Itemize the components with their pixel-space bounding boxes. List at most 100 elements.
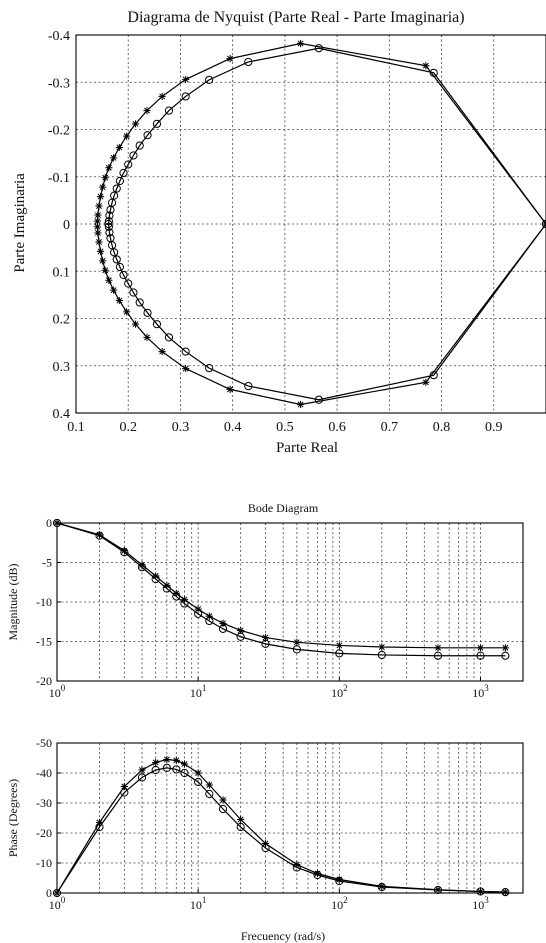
nyquist-line-star <box>96 42 546 406</box>
nyquist-point-star-27 <box>123 308 131 316</box>
magnitude-point-star-15 <box>378 643 386 651</box>
nyquist-point-star-3 <box>226 55 234 63</box>
nyquist-point-star-5 <box>158 92 166 101</box>
magnitude-point-star-16 <box>434 644 442 652</box>
nyquist-xlabel: Parte Real <box>276 440 338 456</box>
magnitude-point-circle-18 <box>501 651 510 660</box>
nyquist-point-star-1 <box>422 62 430 70</box>
magnitude-point-star-17 <box>476 644 485 652</box>
nyquist-xtick-label: 0.8 <box>433 420 451 435</box>
magnitude-point-circle-16 <box>433 651 443 660</box>
phase-ylabel: Phase (Degrees) <box>6 779 20 857</box>
nyquist-point-star-11 <box>105 164 113 172</box>
nyquist-title: Diagrama de Nyquist (Parte Real - Parte … <box>127 9 464 26</box>
phase-point-star-6 <box>172 756 180 764</box>
nyquist-point-star-15 <box>95 202 103 210</box>
nyquist-point-star-30 <box>158 347 166 356</box>
magnitude-point-star-8 <box>194 605 202 613</box>
magnitude-point-star-18 <box>501 644 509 652</box>
nyquist-ticks: 0.1 0.2 0.3 0.4 0.5 0.6 0.7 0.8 0.9 -0.4 -0.3 -0.2 -… <box>48 29 503 435</box>
nyquist-xtick-label: 0.2 <box>119 420 137 435</box>
magnitude-series-circle <box>52 518 510 660</box>
phase-point-star-13 <box>293 860 301 869</box>
nyquist-ytick-label: -0.1 <box>48 171 70 186</box>
nyquist-point-circle-12 <box>119 168 128 178</box>
bode-phase-chart: 100 101 102 103 -50 -40 -30 -20 -10 0 Frecuency (… <box>6 736 524 943</box>
nyquist-point-circle-10 <box>129 151 138 160</box>
phase-ytick-label: 0 <box>46 886 52 900</box>
nyquist-xtick-label: 0.5 <box>276 420 294 435</box>
phase-point-star-10 <box>219 796 227 804</box>
nyquist-point-star-14 <box>96 192 105 201</box>
bode-magnitude-chart: Bode Diagram 100 101 102 103 0 -5 -10 -15 -20 Ma… <box>6 501 524 700</box>
magnitude-point-star-3 <box>138 561 146 569</box>
phase-xtick-label: 100 <box>49 895 66 912</box>
phase-point-star-1 <box>95 818 104 827</box>
magnitude-point-star-12 <box>261 633 270 642</box>
nyquist-point-star-9 <box>115 143 123 152</box>
magnitude-point-circle-15 <box>377 650 386 660</box>
nyquist-ytick-label: -0.4 <box>48 29 70 44</box>
nyquist-point-star-20 <box>95 238 103 246</box>
magnitude-ytick-label: -5 <box>42 556 52 570</box>
nyquist-point-circle-14 <box>112 184 121 193</box>
phase-ytick-label: -50 <box>36 736 52 750</box>
nyquist-point-circle-36 <box>205 364 214 373</box>
phase-point-star-18 <box>476 887 485 896</box>
magnitude-point-star-13 <box>293 638 301 646</box>
phase-point-circle-11 <box>236 822 245 832</box>
nyquist-xtick-label: 0.9 <box>485 420 503 435</box>
magnitude-grid <box>57 523 523 681</box>
nyquist-point-circle-17 <box>106 205 115 214</box>
magnitude-point-circle-17 <box>476 651 485 660</box>
nyquist-point-circle-21 <box>104 222 114 231</box>
nyquist-xtick-label: 0.7 <box>381 420 399 435</box>
phase-point-circle-4 <box>151 765 160 775</box>
magnitude-point-star-1 <box>95 531 104 539</box>
phase-point-star-12 <box>261 839 270 848</box>
nyquist-point-star-29 <box>143 333 151 341</box>
nyquist-xtick-label: 0.1 <box>67 420 85 435</box>
nyquist-point-circle-2 <box>314 44 323 53</box>
phase-line-circle <box>56 767 506 894</box>
nyquist-point-circle-5 <box>181 92 190 101</box>
nyquist-point-star-6 <box>143 107 151 115</box>
magnitude-point-star-6 <box>172 589 180 597</box>
phase-point-star-9 <box>205 781 213 789</box>
magnitude-series-star <box>53 519 509 652</box>
nyquist-grid <box>76 35 546 413</box>
nyquist-point-circle-28 <box>119 270 128 280</box>
nyquist-point-star-19 <box>94 229 102 237</box>
phase-point-star-15 <box>335 875 343 884</box>
nyquist-point-circle-26 <box>112 255 121 264</box>
phase-point-star-3 <box>138 766 146 774</box>
nyquist-point-star-7 <box>131 120 140 128</box>
nyquist-point-circle-8 <box>143 131 152 140</box>
magnitude-series-group <box>52 518 510 660</box>
nyquist-point-star-22 <box>99 257 107 265</box>
nyquist-point-star-12 <box>101 174 109 182</box>
phase-point-star-2 <box>120 782 128 791</box>
magnitude-point-star-14 <box>335 641 343 650</box>
phase-ytick-label: -10 <box>36 856 52 870</box>
nyquist-point-star-4 <box>182 75 190 84</box>
nyquist-xtick-label: 0.3 <box>172 420 190 435</box>
nyquist-point-circle-9 <box>135 141 144 150</box>
phase-point-circle-9 <box>205 789 214 799</box>
nyquist-point-circle-31 <box>135 298 144 307</box>
nyquist-point-circle-18 <box>105 211 114 220</box>
magnitude-xtick-label: 103 <box>472 683 489 700</box>
nyquist-point-circle-6 <box>164 106 174 115</box>
nyquist-point-circle-19 <box>104 217 114 226</box>
nyquist-point-star-26 <box>115 296 123 305</box>
magnitude-xtick-label: 102 <box>331 683 348 700</box>
phase-point-star-16 <box>378 882 386 890</box>
nyquist-ytick-label: 0.3 <box>53 360 71 375</box>
phase-point-star-19 <box>501 888 509 896</box>
nyquist-point-circle-11 <box>124 160 133 169</box>
magnitude-ytick-label: 0 <box>46 516 52 530</box>
magnitude-point-star-7 <box>180 596 189 604</box>
magnitude-plot-frame <box>56 522 524 682</box>
phase-xtick-label: 101 <box>190 895 207 912</box>
